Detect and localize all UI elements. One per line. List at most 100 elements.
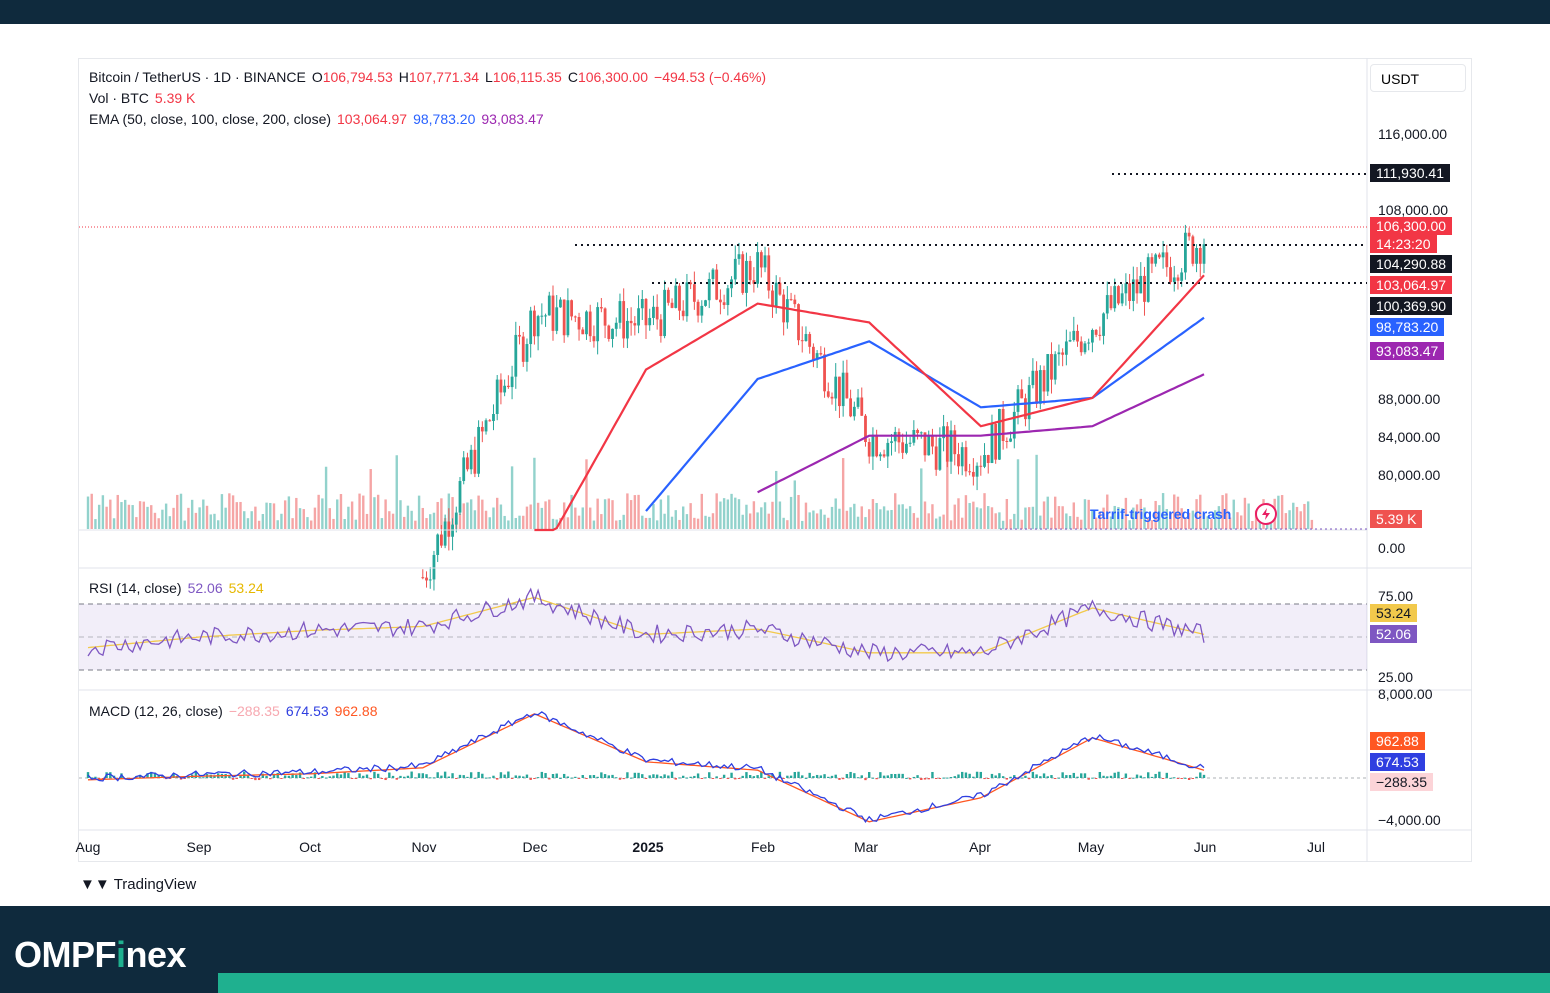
candle-body xyxy=(771,290,774,307)
volume-bar xyxy=(1113,505,1116,529)
macd-hist-bar xyxy=(652,774,655,778)
volume-bar xyxy=(529,504,532,529)
volume-bar xyxy=(782,517,785,529)
macd-hist-bar xyxy=(611,774,614,778)
volume-bar xyxy=(815,513,819,529)
volume-bar xyxy=(886,510,889,529)
macd-hist-bar xyxy=(827,776,830,778)
volume-bar xyxy=(369,469,372,529)
macd-hist-bar xyxy=(968,773,971,778)
candle-body xyxy=(1061,352,1065,355)
volume-bar xyxy=(469,499,473,529)
volume-bar xyxy=(670,516,674,529)
volume-bar xyxy=(1169,513,1172,529)
volume-bar xyxy=(269,502,272,529)
candle-body xyxy=(674,285,678,308)
candle-body xyxy=(878,454,882,457)
macd-hist-bar xyxy=(161,775,164,778)
volume-bar xyxy=(1139,498,1142,529)
macd-hist-bar xyxy=(317,778,320,779)
vol-label: Vol · BTC xyxy=(89,90,149,106)
volume-bar xyxy=(183,520,186,529)
candle-body xyxy=(975,465,979,477)
volume-bar xyxy=(131,505,134,529)
volume-bar xyxy=(358,493,361,529)
volume-tag: 5.39 K xyxy=(1370,510,1423,528)
macd-hist-bar xyxy=(540,771,544,778)
macd-hist-bar xyxy=(496,778,499,780)
candle-body xyxy=(555,307,559,331)
volume-bar xyxy=(1124,497,1128,529)
volume-bar xyxy=(1068,516,1072,529)
macd-hist-bar xyxy=(228,774,231,778)
candle-body xyxy=(1109,295,1113,309)
candle-body xyxy=(715,269,719,300)
macd-hist-bar xyxy=(760,771,763,778)
macd-hist-bar xyxy=(1094,778,1098,779)
macd-hist-bar xyxy=(1191,778,1195,779)
macd-hist-bar xyxy=(615,777,618,779)
macd-hist-bar xyxy=(979,771,982,778)
volume-bar xyxy=(1161,493,1165,529)
volume-bar xyxy=(142,501,145,529)
volume-bar xyxy=(730,493,733,529)
volume-bar xyxy=(715,493,718,529)
volume-bar xyxy=(923,501,927,529)
macd-hist-bar xyxy=(179,778,183,780)
macd-hist-bar xyxy=(257,778,261,781)
volume-bar xyxy=(176,494,179,529)
volume-bar xyxy=(410,510,413,529)
volume-bar xyxy=(856,516,860,529)
volume-bar xyxy=(481,499,484,529)
volume-bar xyxy=(347,506,350,529)
macd-hist-bar xyxy=(469,772,473,778)
currency-button[interactable]: USDT xyxy=(1370,64,1466,92)
candle-body xyxy=(611,328,614,339)
volume-bar xyxy=(1020,519,1023,529)
volume-bar xyxy=(860,506,863,529)
candle-body xyxy=(1098,334,1102,336)
volume-bar xyxy=(403,516,406,529)
volume-bar xyxy=(1251,520,1254,529)
candle-body xyxy=(1035,370,1038,404)
candle-body xyxy=(919,432,923,434)
macd-hist-bar xyxy=(280,778,283,779)
macd-hist-bar xyxy=(927,778,930,780)
volume-bar xyxy=(797,494,800,529)
candle-body xyxy=(748,260,752,281)
volume-bar xyxy=(101,495,105,529)
macd-hist-bar xyxy=(1005,778,1009,780)
volume-bar xyxy=(927,513,930,529)
candle-body xyxy=(908,442,912,444)
candle-body xyxy=(629,320,633,324)
macd-hist-bar xyxy=(961,771,964,778)
volume-bar xyxy=(291,518,294,529)
volume-bar xyxy=(295,497,298,529)
volume-bar xyxy=(179,493,183,529)
macd-hist-bar xyxy=(399,775,402,778)
volume-bar xyxy=(1143,507,1146,529)
volume-bar xyxy=(689,503,692,529)
candle-body xyxy=(745,260,748,293)
level-tag-high: 111,930.41 xyxy=(1370,164,1450,182)
volume-bar xyxy=(942,514,945,529)
open-value: 106,794.53 xyxy=(322,69,393,85)
volume-bar xyxy=(1083,499,1087,529)
macd-hist-bar xyxy=(748,774,752,778)
macd-hist-bar xyxy=(313,772,317,778)
candle-body xyxy=(1157,254,1161,258)
macd-hist-bar xyxy=(975,771,979,778)
candle-body xyxy=(1169,267,1172,283)
volume-bar xyxy=(510,466,514,529)
macd-hist-bar xyxy=(339,774,343,778)
candle-body xyxy=(830,396,834,399)
candle-body xyxy=(1091,329,1094,343)
volume-bar xyxy=(879,509,882,529)
volume-bar xyxy=(1191,510,1195,529)
last-price-tag: 106,300.00 xyxy=(1370,217,1453,235)
x-tick: Apr xyxy=(969,839,991,855)
macd-hist-bar xyxy=(324,777,328,779)
macd-hist-bar xyxy=(801,775,804,778)
macd-hist-bar xyxy=(1024,775,1027,778)
candle-body xyxy=(1038,370,1042,404)
